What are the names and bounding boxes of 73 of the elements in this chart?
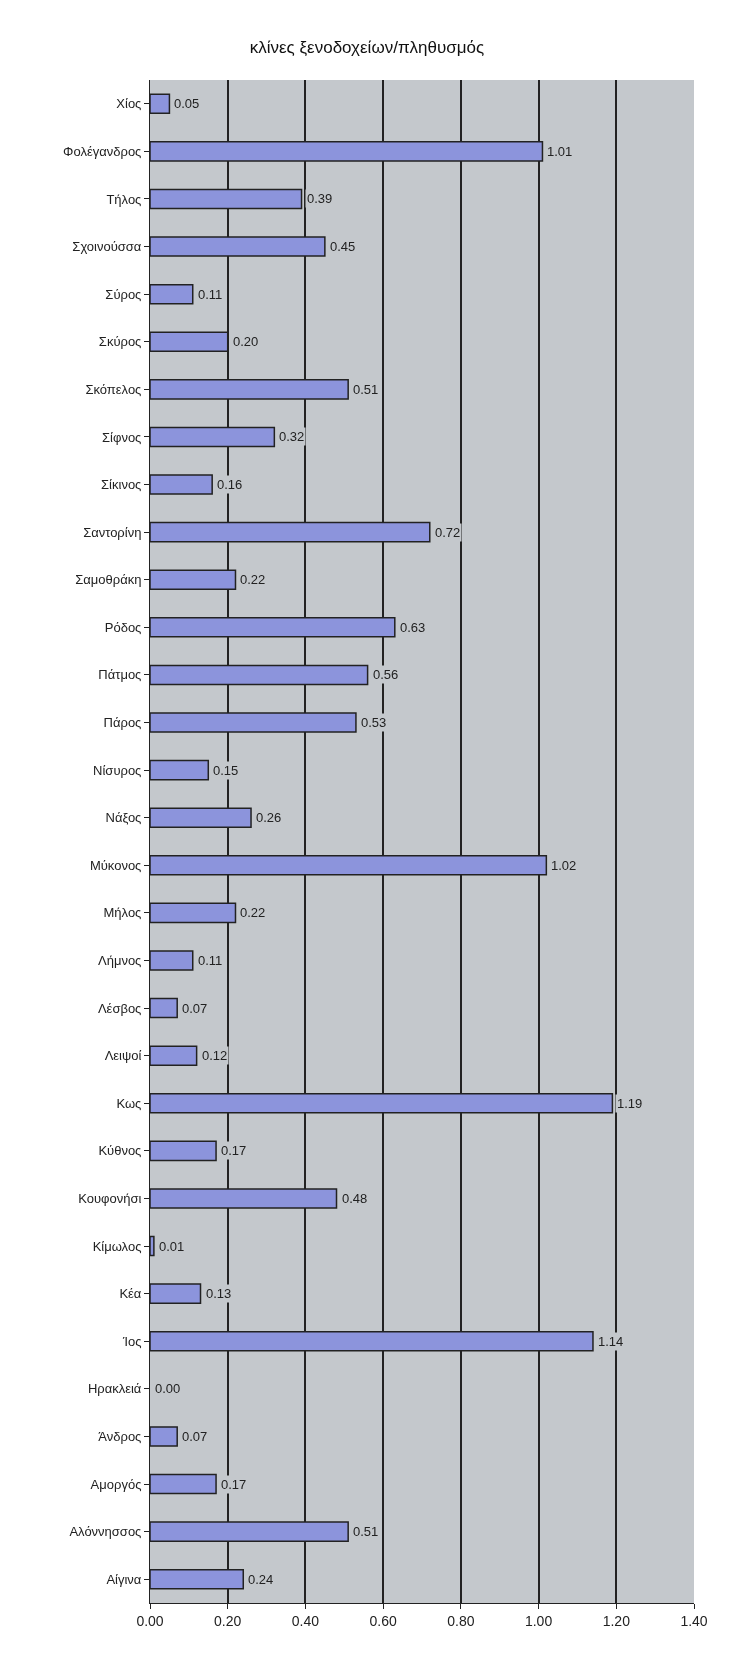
y-tick-label: Πάτμος [98,667,142,683]
data-label: 1.19 [617,1096,643,1111]
y-tick-label: Σχοινούσσα [72,239,142,255]
x-tick-label: 0.00 [136,1612,164,1629]
y-tick-label: Ηρακλειά [87,1381,142,1397]
data-label: 0.17 [221,1477,247,1492]
data-label: 0.56 [373,667,399,682]
x-tick-label: 0.80 [447,1612,475,1629]
x-tick-label: 0.40 [291,1612,320,1629]
y-tick-label: Λειψοί [104,1048,142,1064]
y-tick-label: Ρόδος [104,619,142,635]
y-tick-label: Αλόννησσος [69,1524,142,1540]
y-tick-label: Λήμνος [97,953,142,969]
data-label: 0.05 [174,96,200,111]
y-tick-label: Χίος [116,96,142,112]
y-tick-label: Σίκινος [101,477,142,493]
data-label: 1.01 [547,144,573,159]
y-tick-label: Κίμωλος [92,1238,142,1254]
data-label: 0.15 [213,763,239,778]
data-label: 0.01 [159,1239,185,1254]
y-tick-label: Σαμοθράκη [75,572,142,588]
data-label: 0.00 [155,1381,181,1396]
y-tick-label: Νίσυρος [93,762,142,778]
y-tick-label: Μύκονος [89,857,142,873]
y-tick-label: Πάρος [103,715,142,731]
y-tick-label: Μήλος [103,905,142,921]
data-label: 0.63 [400,620,426,635]
y-tick-label: Αίγινα [106,1571,142,1587]
data-label: 0.22 [240,905,266,920]
y-tick-label: Σύρος [105,286,142,302]
y-tick-label: Κως [116,1095,142,1111]
data-label: 0.53 [361,715,387,730]
data-label: 0.32 [279,429,305,444]
x-tick-label: 1.00 [524,1612,553,1629]
y-tick-label: Αμοργός [90,1476,142,1492]
y-tick-label: Άνδρος [98,1428,142,1444]
y-tick-label: Σίφνος [102,429,142,445]
data-label: 0.12 [202,1048,228,1063]
data-label: 0.51 [353,1524,379,1539]
data-label: 0.72 [435,525,461,540]
data-label: 0.45 [330,239,356,254]
y-tick-label: Νάξος [105,810,142,826]
data-label: 0.07 [182,1001,208,1016]
y-tick-label: Τήλος [106,191,142,207]
y-tick-label: Λέσβος [97,1000,142,1016]
x-tick-label: 1.20 [602,1612,631,1629]
y-tick-label: Σκύρος [98,334,142,350]
data-label: 0.11 [198,287,223,302]
y-tick-label: Φολέγανδρος [63,143,142,159]
y-tick-label: Κουφονήσι [78,1191,142,1206]
y-tick-label: Σκόπελος [85,381,142,397]
data-label: 1.02 [551,858,577,873]
data-label: 0.24 [248,1572,274,1587]
data-label: 0.20 [233,334,259,349]
data-label: 0.13 [206,1286,232,1301]
y-tick-label: Κύθνος [98,1143,142,1159]
data-label: 0.07 [182,1429,208,1444]
data-label: 0.39 [307,191,333,206]
x-tick-label: 0.60 [369,1612,397,1629]
x-tick-label: 1.40 [680,1612,708,1629]
y-tick-label: Κέα [119,1286,142,1302]
data-label: 0.51 [353,382,379,397]
data-label: 0.22 [240,572,266,587]
data-label: 0.26 [256,810,282,825]
x-tick-label: 0.20 [214,1612,242,1629]
y-tick-label: Σαντορίνη [83,524,142,540]
data-label: 0.16 [217,477,243,492]
data-label: 0.11 [198,953,223,968]
data-label: 1.14 [598,1334,624,1349]
y-tick-label: Ίος [121,1333,142,1349]
data-label: 0.17 [221,1143,247,1158]
chart-title: κλίνες ξενοδοχείων/πληθυσμός [249,38,485,58]
data-label: 0.48 [342,1191,368,1206]
